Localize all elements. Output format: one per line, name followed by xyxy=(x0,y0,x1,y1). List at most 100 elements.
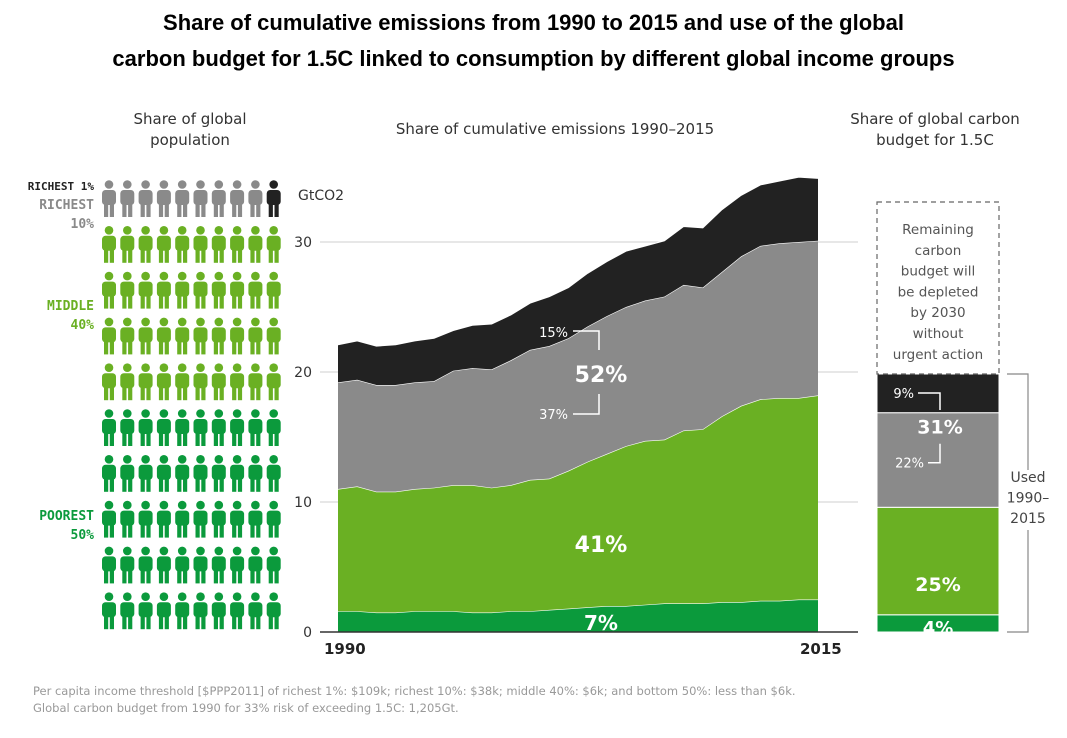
remaining-text-line-4: be depleted xyxy=(898,284,979,300)
person-icon-poorest50 xyxy=(120,409,135,446)
budget-label-richest-10: 22% xyxy=(895,457,924,472)
budget-label-richest-1: 9% xyxy=(893,387,914,402)
person-icon-poorest50 xyxy=(156,455,171,492)
person-icon-poorest50 xyxy=(266,455,281,492)
person-icon-poorest50 xyxy=(102,592,116,630)
person-icon-poorest50 xyxy=(175,455,190,492)
person-icon-richest10 xyxy=(120,180,135,217)
person-icon-richest10 xyxy=(156,180,171,217)
person-icon-poorest50 xyxy=(120,592,135,630)
budget-segment-middle xyxy=(876,506,1000,616)
person-icon-poorest50 xyxy=(138,500,153,538)
area-series-middle xyxy=(338,395,818,613)
person-icon-poorest50 xyxy=(211,546,226,584)
y-tick-label-0: 0 xyxy=(303,625,312,641)
person-icon-poorest50 xyxy=(120,546,135,584)
chart-title-line1: Share of cumulative emissions from 1990 … xyxy=(163,10,904,35)
person-icon-poorest50 xyxy=(211,455,226,492)
person-icon-poorest50 xyxy=(230,500,245,538)
person-icon-middle40 xyxy=(230,271,245,309)
x-tick-label-first: 1990 xyxy=(324,640,366,658)
budget-bracket-top xyxy=(918,392,941,410)
person-icon-middle40 xyxy=(102,317,116,355)
person-icon-poorest50 xyxy=(230,409,245,446)
y-axis-label: GtCO2 xyxy=(298,188,344,204)
person-icon-poorest50 xyxy=(156,592,171,630)
person-icon-middle40 xyxy=(230,363,245,401)
person-icon-middle40 xyxy=(211,226,226,263)
population-person-grid xyxy=(102,180,281,630)
person-icon-poorest50 xyxy=(138,592,153,630)
remaining-budget-box xyxy=(876,201,1000,375)
person-icon-poorest50 xyxy=(193,500,208,538)
annotation-richest-1: 15% xyxy=(539,326,568,341)
person-icon-poorest50 xyxy=(248,500,263,538)
annotation-poorest: 7% xyxy=(584,611,618,635)
person-icon-middle40 xyxy=(193,363,208,401)
person-icon-middle40 xyxy=(156,226,171,263)
person-icon-poorest50 xyxy=(230,546,245,584)
area-series-poorest xyxy=(338,599,818,632)
person-icon-poorest50 xyxy=(266,546,281,584)
person-icon-poorest50 xyxy=(211,409,226,446)
person-icon-middle40 xyxy=(102,271,116,309)
area-edge-richest1 xyxy=(337,176,819,347)
person-icon-middle40 xyxy=(138,363,153,401)
remaining-text-line-3: budget will xyxy=(901,264,975,280)
annotation-richest-10: 37% xyxy=(539,408,568,423)
person-icon-poorest50 xyxy=(248,455,263,492)
budget-label-middle: 25% xyxy=(915,574,960,596)
person-icon-poorest50 xyxy=(138,455,153,492)
person-icon-poorest50 xyxy=(102,546,116,584)
person-icon-poorest50 xyxy=(193,546,208,584)
person-icon-poorest50 xyxy=(156,409,171,446)
population-title-line1: Share of global xyxy=(133,110,247,128)
footnote-line1: Per capita income threshold [$PPP2011] o… xyxy=(33,684,796,698)
person-icon-middle40 xyxy=(248,226,263,263)
person-icon-poorest50 xyxy=(120,455,135,492)
person-icon-poorest50 xyxy=(230,592,245,630)
label-poorest-line1: POOREST xyxy=(39,509,94,524)
person-icon-poorest50 xyxy=(156,500,171,538)
person-icon-poorest50 xyxy=(248,409,263,446)
person-icon-poorest50 xyxy=(248,592,263,630)
population-title-line2: population xyxy=(150,131,230,149)
person-icon-middle40 xyxy=(138,271,153,309)
annotation-middle: 41% xyxy=(575,533,628,558)
label-richest-10: RICHEST 10% xyxy=(10,196,94,234)
label-richest-1: RICHEST 1% xyxy=(27,180,94,193)
person-icon-middle40 xyxy=(156,317,171,355)
y-tick-label-30: 30 xyxy=(294,235,312,251)
budget-bracket-bottom xyxy=(928,443,941,464)
person-icon-richest10 xyxy=(193,180,208,217)
population-panel-title: Share of global population xyxy=(100,109,280,151)
y-tick-label-20: 20 xyxy=(294,365,312,381)
person-icon-middle40 xyxy=(193,317,208,355)
bracket-top-line xyxy=(573,330,600,350)
person-icon-middle40 xyxy=(248,271,263,309)
remaining-text-line-1: Remaining xyxy=(902,222,974,238)
person-icon-richest10 xyxy=(175,180,190,217)
person-icon-middle40 xyxy=(120,271,135,309)
x-tick-label-last: 2015 xyxy=(800,640,842,658)
used-label-line-1: Used xyxy=(1010,470,1045,486)
person-icon-middle40 xyxy=(193,271,208,309)
remaining-text-line-6: without xyxy=(913,326,964,342)
person-icon-middle40 xyxy=(175,363,190,401)
label-middle-40: MIDDLE 40% xyxy=(10,297,94,335)
person-icon-middle40 xyxy=(102,363,116,401)
label-richest-10-line1: RICHEST xyxy=(39,198,94,213)
person-icon-poorest50 xyxy=(102,500,116,538)
person-icon-poorest50 xyxy=(230,455,245,492)
y-tick-label-10: 10 xyxy=(294,495,312,511)
bracket-bottom-line xyxy=(573,394,600,415)
person-icon-middle40 xyxy=(266,271,281,309)
person-icon-richest1 xyxy=(266,180,281,217)
person-icon-poorest50 xyxy=(175,500,190,538)
person-icon-poorest50 xyxy=(138,546,153,584)
person-icon-middle40 xyxy=(138,317,153,355)
chart-title-line2: carbon budget for 1.5C linked to consump… xyxy=(112,46,955,71)
person-icon-poorest50 xyxy=(266,409,281,446)
person-icon-middle40 xyxy=(120,226,135,263)
person-icon-middle40 xyxy=(102,226,116,263)
